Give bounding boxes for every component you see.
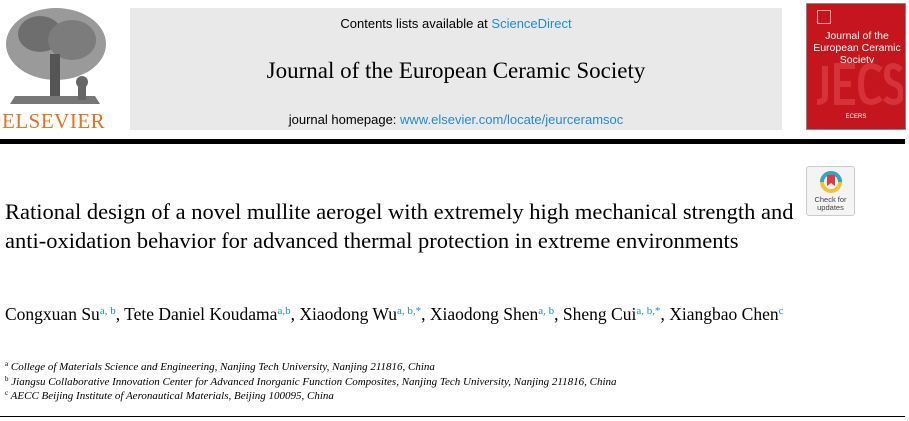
affiliation: c AECC Beijing Institute of Aeronautical… <box>5 389 617 404</box>
author[interactable]: Congxuan Sua, b <box>5 304 116 324</box>
check-for-updates-label: Check for updates <box>814 195 847 212</box>
affiliation-text: AECC Beijing Institute of Aeronautical M… <box>10 390 334 402</box>
cover-watermark-icon <box>816 62 903 106</box>
affiliation: a College of Materials Science and Engin… <box>5 360 617 375</box>
author-separator: , <box>554 304 563 324</box>
author-affiliation-marker[interactable]: a, b <box>99 305 116 317</box>
article-title: Rational design of a novel mullite aerog… <box>5 199 794 253</box>
affiliation-text: Jiangsu Collaborative Innovation Center … <box>11 375 617 388</box>
author[interactable]: Sheng Cuia, b,* <box>563 304 661 324</box>
publisher-name: ELSEVIER <box>2 109 106 133</box>
author[interactable]: Xiangbao Chenc <box>669 304 783 324</box>
crossmark-icon <box>820 171 842 193</box>
journal-cover[interactable]: Journal of the European Ceramic Society … <box>806 3 906 130</box>
section-rule <box>0 416 905 417</box>
affiliation-list: a College of Materials Science and Engin… <box>5 360 617 404</box>
elsevier-logo[interactable] <box>0 4 112 108</box>
journal-title: Journal of the European Ceramic Society <box>266 58 646 83</box>
contents-prefix: Contents lists available at <box>340 16 492 31</box>
author-affiliation-marker[interactable]: a, b,* <box>396 305 422 317</box>
affiliation-text: College of Materials Science and Enginee… <box>10 361 435 373</box>
author-separator: , <box>660 304 670 324</box>
cover-society: ECERS <box>845 114 867 120</box>
affiliation-key: b <box>5 374 9 383</box>
author-separator: , <box>290 304 300 324</box>
affiliation-key: a <box>5 360 9 368</box>
check-for-updates-button[interactable]: Check for updates <box>806 166 855 216</box>
contents-line: Contents lists available at ScienceDirec… <box>130 16 782 31</box>
cover-logo-icon <box>817 10 831 24</box>
author-affiliation-marker[interactable]: a, b,* <box>636 305 661 317</box>
author-separator: , <box>421 304 430 324</box>
author-name[interactable]: Xiaodong Shen <box>429 304 539 324</box>
author-list: Congxuan Sua, b, Tete Daniel Koudamaa,b,… <box>5 302 805 326</box>
affiliation: b Jiangsu Collaborative Innovation Cente… <box>5 375 617 390</box>
author-name[interactable]: Congxuan Su <box>5 304 100 324</box>
author[interactable]: Xiaodong Shena, b <box>430 304 554 324</box>
author[interactable]: Xiaodong Wua, b,* <box>299 304 421 324</box>
author-name[interactable]: Xiaodong Wu <box>299 304 397 324</box>
author-affiliation-marker[interactable]: c <box>778 305 784 317</box>
author-affiliation-marker[interactable]: a,b <box>277 305 291 317</box>
sciencedirect-link[interactable]: ScienceDirect <box>491 16 572 31</box>
homepage-link[interactable]: www.elsevier.com/locate/jeurceramsoc <box>400 112 624 127</box>
author-separator: , <box>115 304 125 324</box>
homepage-line: journal homepage: www.elsevier.com/locat… <box>130 112 782 127</box>
affiliation-key: c <box>5 389 9 397</box>
author-name[interactable]: Sheng Cui <box>562 304 637 324</box>
journal-banner: Contents lists available at ScienceDirec… <box>130 8 782 130</box>
homepage-prefix: journal homepage: <box>288 112 401 127</box>
author-name[interactable]: Tete Daniel Koudama <box>124 304 278 324</box>
author-name[interactable]: Xiangbao Chen <box>669 304 779 324</box>
author-affiliation-marker[interactable]: a, b <box>538 305 555 317</box>
tree-logo-icon <box>6 8 106 104</box>
cover-title: Journal of the European Ceramic Society <box>813 30 901 66</box>
header-rule <box>0 139 905 144</box>
author[interactable]: Tete Daniel Koudamaa,b <box>124 304 290 324</box>
